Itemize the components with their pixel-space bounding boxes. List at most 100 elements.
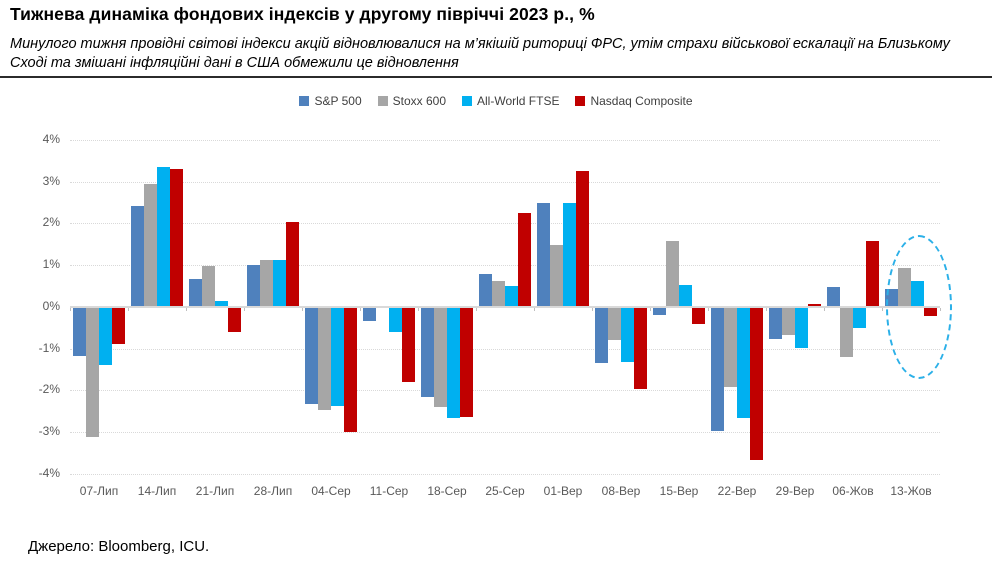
bar [692,307,705,324]
bar [479,273,492,307]
x-axis-label: 04-Сер [311,483,351,498]
bar [750,307,763,460]
source-note: Джерело: Bloomberg, ICU. [28,538,210,555]
bar [273,260,286,307]
chart-subtitle: Минулого тижня провідні світові індекси … [10,36,950,71]
x-axis-tick [534,307,535,311]
x-axis-tick [244,307,245,311]
bar [421,307,434,398]
y-gridline [70,473,940,475]
bar [595,307,608,363]
plot-area [70,140,940,475]
y-axis-label: 0% [42,298,60,313]
legend-item-label: All-World FTSE [477,94,560,108]
bar [563,202,576,307]
bar [73,307,86,357]
y-gridline [70,390,940,392]
bar [170,169,183,307]
bar [286,221,299,307]
x-axis-tick [882,307,883,311]
x-axis-tick [360,307,361,311]
x-axis-tick [70,307,71,311]
bar [215,300,228,307]
x-axis-label: 14-Лип [137,483,177,498]
legend-item: All-World FTSE [462,94,559,108]
x-axis-tick [824,307,825,311]
legend-item: Nasdaq Composite [575,94,693,108]
bar [608,307,621,341]
legend-swatch-icon [377,96,388,106]
bar [86,307,99,438]
bar [460,307,473,418]
bar [228,307,241,333]
y-axis-label: -3% [38,423,60,438]
bar [666,240,679,307]
x-axis-label: 01-Вер [543,483,583,498]
x-axis-line [70,305,940,308]
x-axis-label: 22-Вер [717,483,757,498]
x-axis-label: 08-Вер [601,483,641,498]
bar [492,280,505,307]
bar [518,213,531,307]
x-axis-label: 25-Сер [485,483,525,498]
x-axis-tick [418,307,419,311]
page-title: Тижнева динаміка фондових індексів у дру… [10,4,595,24]
y-axis-label: -2% [38,382,60,397]
x-axis-label: 21-Лип [195,483,235,498]
legend-item: Stoxx 600 [377,94,446,108]
x-axis-tick [650,307,651,311]
bar [769,307,782,339]
legend-item-label: Stoxx 600 [392,94,446,108]
x-axis-tick [302,307,303,311]
y-gridline [70,265,940,267]
bar [157,166,170,307]
x-axis-label: 13-Жов [890,483,932,498]
y-gridline [70,348,940,350]
bar [260,260,273,307]
x-axis-label: 15-Вер [659,483,699,498]
header-separator [0,76,992,78]
x-axis-tick [708,307,709,311]
legend-swatch-icon [462,96,472,106]
y-gridline [70,140,940,141]
legend-swatch-icon [575,96,586,106]
bar [447,307,460,419]
bar [202,265,215,307]
x-axis-tick [766,307,767,311]
bar [866,240,879,307]
bar [131,206,144,307]
bar [634,307,647,389]
x-axis-tick [592,307,593,311]
bar [344,307,357,433]
y-gridline [70,181,940,183]
bar [840,307,853,357]
x-axis-tick [476,307,477,311]
bar [402,307,415,383]
x-axis-label: 29-Вер [775,483,815,498]
y-axis-label: 2% [42,215,60,230]
bar [737,307,750,418]
bar [782,307,795,336]
bar [724,307,737,388]
x-axis-label: 18-Сер [427,483,467,498]
bar [827,287,840,307]
bar [363,307,376,321]
y-gridline [70,223,940,225]
bar [99,307,112,365]
x-axis-label: 06-Жов [832,483,874,498]
y-axis-label: 3% [42,173,60,188]
bar [621,307,634,362]
bar [653,307,666,316]
y-axis-label: 1% [42,257,60,272]
x-axis-label: 28-Лип [253,483,293,498]
bar [808,304,821,307]
legend-item: S&P 500 [299,94,362,108]
highlight-ellipse [886,234,952,379]
x-axis-label: 11-Сер [369,483,409,498]
bar [434,307,447,408]
x-axis-tick [186,307,187,311]
x-axis-label: 07-Лип [79,483,119,498]
bar [389,307,402,332]
